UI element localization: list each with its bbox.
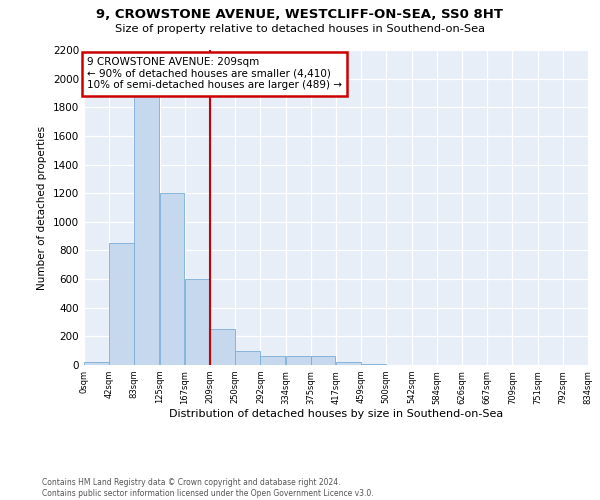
Bar [235,350,260,365]
Bar [185,279,209,365]
Bar [260,356,285,365]
Bar [361,364,386,365]
Text: Size of property relative to detached houses in Southend-on-Sea: Size of property relative to detached ho… [115,24,485,34]
Bar [336,362,361,365]
Bar [211,329,235,365]
X-axis label: Distribution of detached houses by size in Southend-on-Sea: Distribution of detached houses by size … [169,410,503,420]
Text: 9 CROWSTONE AVENUE: 209sqm
← 90% of detached houses are smaller (4,410)
10% of s: 9 CROWSTONE AVENUE: 209sqm ← 90% of deta… [87,57,342,90]
Y-axis label: Number of detached properties: Number of detached properties [37,126,47,290]
Bar [311,356,335,365]
Bar [160,193,184,365]
Bar [134,93,159,365]
Bar [84,362,109,365]
Bar [286,356,311,365]
Bar [109,244,134,365]
Text: Contains HM Land Registry data © Crown copyright and database right 2024.
Contai: Contains HM Land Registry data © Crown c… [42,478,374,498]
Text: 9, CROWSTONE AVENUE, WESTCLIFF-ON-SEA, SS0 8HT: 9, CROWSTONE AVENUE, WESTCLIFF-ON-SEA, S… [97,8,503,20]
